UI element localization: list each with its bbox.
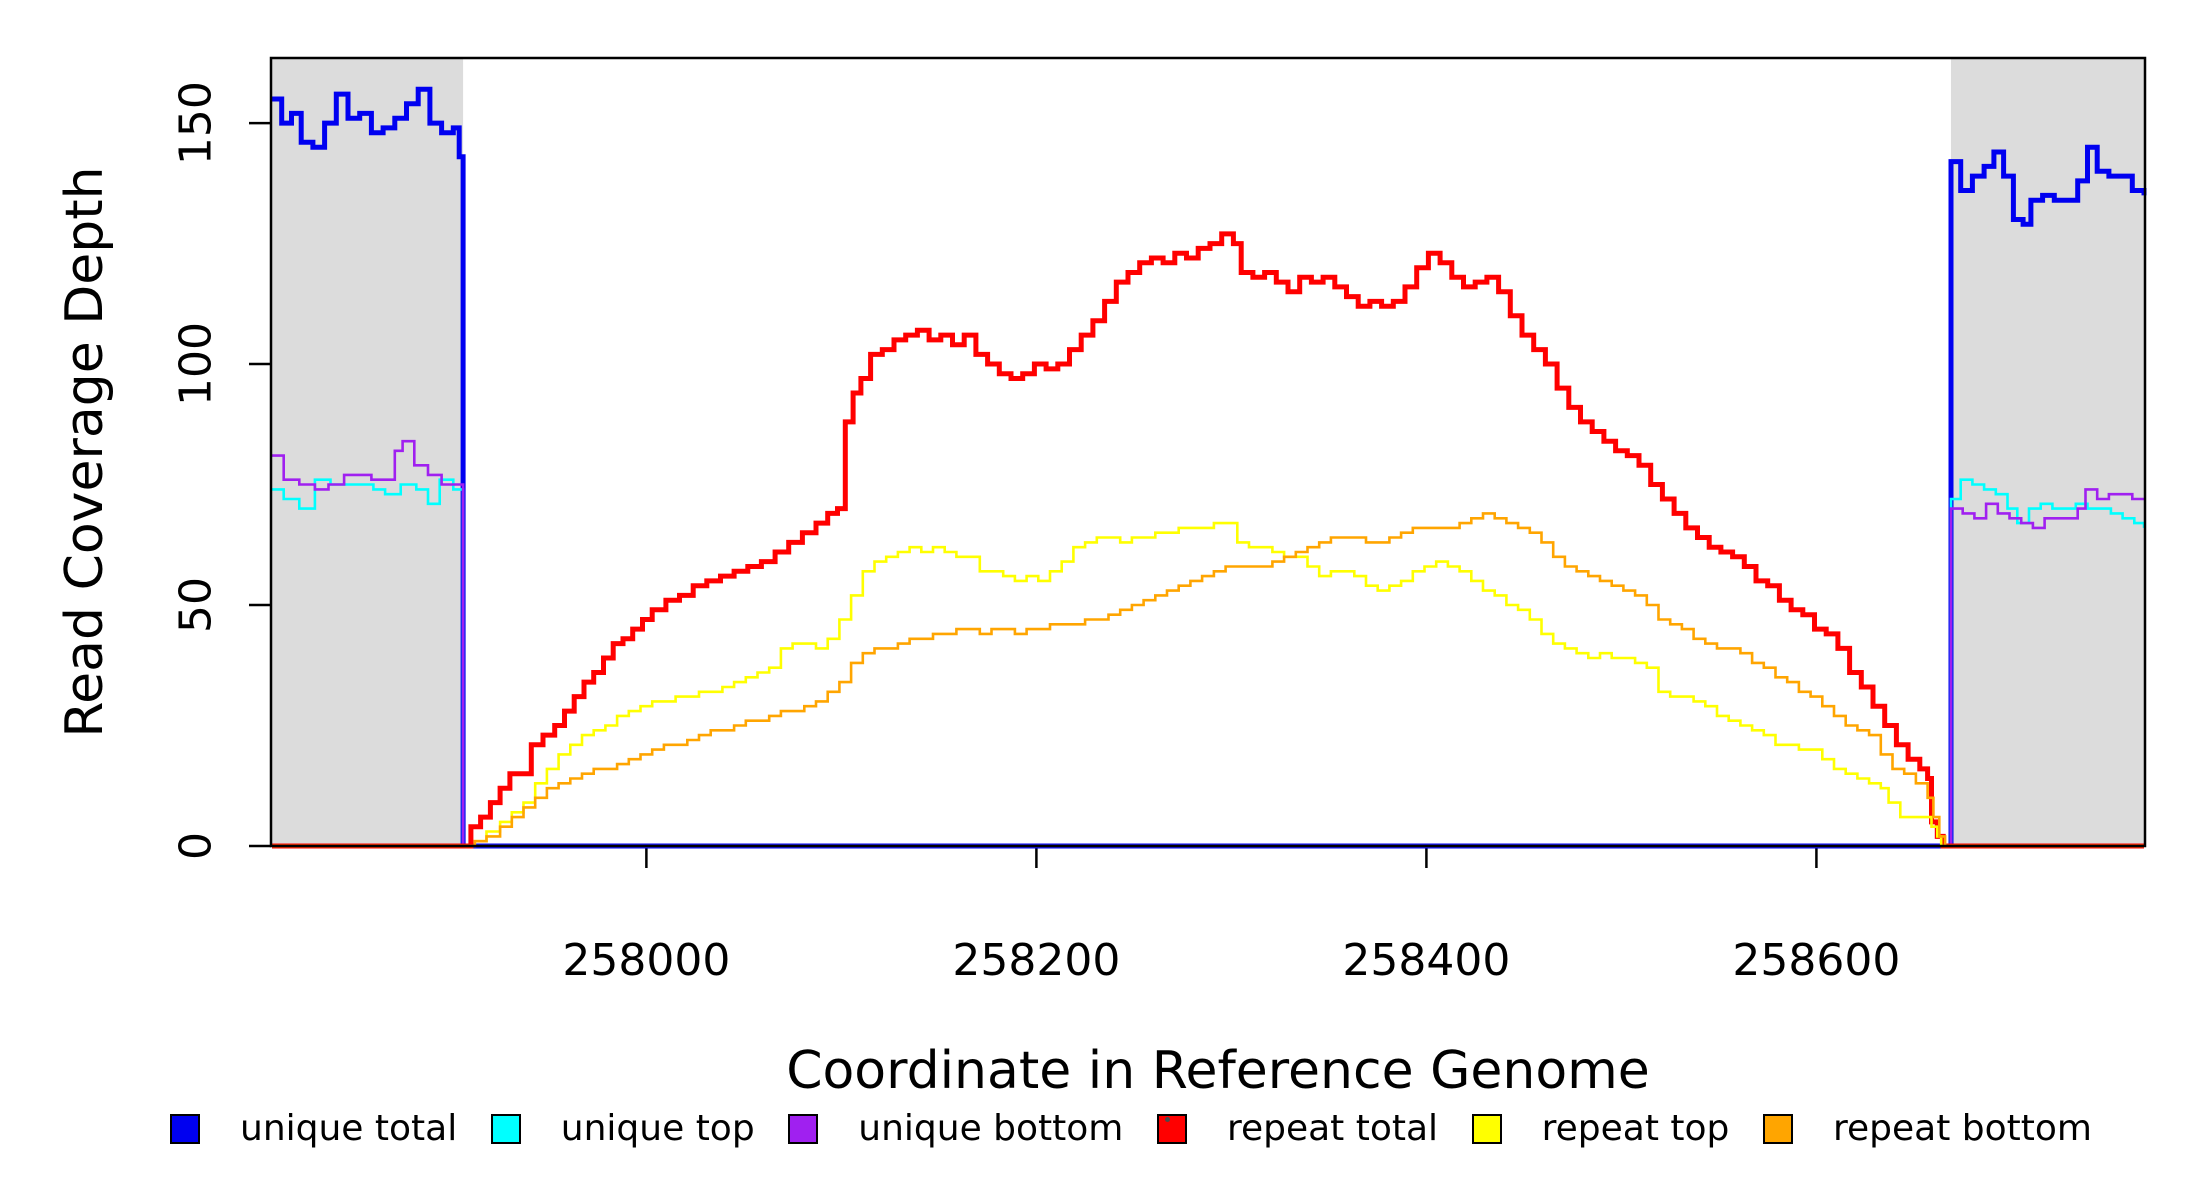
stray-dot: [1165, 1117, 1170, 1122]
legend: unique total unique top unique bottom repea…: [170, 1108, 2092, 1149]
y-tick-label: 100: [171, 322, 222, 406]
shaded-region-right-unique-flank: [1950, 58, 2145, 846]
series-repeat-total: [272, 231, 2144, 849]
series-repeat-bottom: [272, 512, 2144, 848]
legend-swatch-repeat-total: [1156, 1113, 1187, 1144]
y-tick-label: 150: [171, 81, 222, 165]
legend-swatch-repeat-top: [1471, 1113, 1502, 1144]
series-unique-top: [272, 478, 2146, 848]
legend-item-unique-bottom: unique bottom: [788, 1108, 1123, 1149]
series-unique-bottom: [272, 439, 2144, 848]
legend-item-repeat-bottom: repeat bottom: [1763, 1108, 2092, 1149]
legend-item-repeat-total: repeat total: [1156, 1108, 1439, 1149]
legend-label: unique top: [560, 1108, 755, 1149]
shaded-region-left-unique-flank: [271, 58, 464, 846]
legend-label: repeat bottom: [1833, 1108, 2092, 1149]
y-tick-label: 50: [171, 577, 222, 633]
legend-item-repeat-top: repeat top: [1471, 1108, 1730, 1149]
legend-label: repeat top: [1541, 1108, 1730, 1149]
legend-label: unique bottom: [858, 1108, 1124, 1149]
series-repeat-top: [272, 521, 2144, 848]
legend-item-unique-top: unique top: [490, 1108, 755, 1149]
legend-swatch-unique-bottom: [788, 1113, 819, 1144]
x-tick-label: 258000: [562, 935, 730, 986]
x-tick-label: 258600: [1732, 935, 1900, 986]
x-axis-title: Coordinate in Reference Genome: [786, 1041, 1650, 1101]
plot-border: [269, 56, 2147, 848]
x-tick-label: 258400: [1342, 935, 1510, 986]
legend-label: unique total: [240, 1108, 458, 1149]
legend-item-unique-total: unique total: [170, 1108, 457, 1149]
legend-swatch-unique-top: [490, 1113, 521, 1144]
y-axis-title: Read Coverage Depth: [55, 166, 115, 738]
x-tick-label: 258200: [952, 935, 1120, 986]
legend-swatch-unique-total: [170, 1113, 200, 1144]
y-tick-label: 0: [171, 832, 222, 860]
legend-swatch-repeat-bottom: [1763, 1113, 1793, 1144]
legend-label: repeat total: [1226, 1108, 1439, 1149]
